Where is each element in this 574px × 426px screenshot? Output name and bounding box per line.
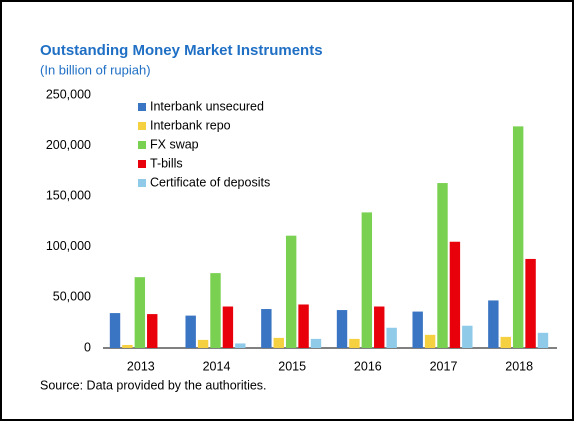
bar: [310, 338, 322, 348]
legend-swatch: [138, 141, 146, 149]
bar: [222, 306, 234, 348]
source: Source: Data provided by the authorities…: [40, 378, 267, 392]
y-tick-label: 200,000: [46, 138, 91, 152]
bar: [462, 325, 473, 348]
bar: [386, 327, 397, 348]
bar: [261, 309, 272, 348]
x-tick-label: 2015: [278, 359, 306, 373]
bar: [197, 339, 209, 348]
bar: [488, 300, 499, 348]
bar: [235, 343, 246, 348]
x-tick-label: 2013: [127, 359, 155, 373]
legend-swatch: [138, 103, 146, 111]
y-tick-label: 0: [84, 340, 91, 354]
bar: [210, 273, 221, 348]
chart-title: Outstanding Money Market Instruments: [40, 42, 323, 59]
y-tick-label: 150,000: [46, 188, 91, 202]
legend-swatch: [138, 122, 146, 130]
bar: [449, 241, 461, 348]
y-tick-label: 100,000: [46, 239, 91, 253]
bar: [412, 311, 423, 348]
bar: [500, 336, 511, 348]
bar: [437, 183, 448, 348]
bar: [298, 304, 309, 348]
legend-swatch: [138, 160, 146, 168]
bar: [285, 235, 297, 348]
bar: [525, 258, 536, 348]
y-tick-label: 50,000: [53, 290, 91, 304]
legend-label: FX swap: [150, 137, 199, 151]
y-tick-label: 250,000: [46, 87, 91, 101]
x-tick-label: 2016: [354, 359, 382, 373]
legend-swatch: [138, 179, 146, 187]
x-tick-label: 2017: [430, 359, 458, 373]
bar: [336, 310, 348, 348]
legend-label: Interbank unsecured: [150, 99, 264, 113]
legend-label: Certificate of deposits: [150, 175, 270, 189]
legend-label: Interbank repo: [150, 118, 231, 132]
bar: [122, 344, 133, 348]
bar: [537, 332, 549, 348]
bar: [374, 306, 385, 348]
chart-subtitle: (In billion of rupiah): [40, 62, 151, 77]
bar: [361, 212, 373, 348]
bar: [512, 126, 524, 348]
legend-label: T-bills: [150, 156, 183, 170]
bar: [424, 334, 436, 348]
bar: [109, 313, 121, 348]
bar: [273, 337, 284, 348]
x-tick-label: 2014: [203, 359, 231, 373]
bar: [349, 338, 360, 348]
bar: [134, 277, 146, 348]
bar: [185, 315, 196, 348]
x-tick-label: 2018: [505, 359, 533, 373]
bar: [147, 314, 158, 348]
